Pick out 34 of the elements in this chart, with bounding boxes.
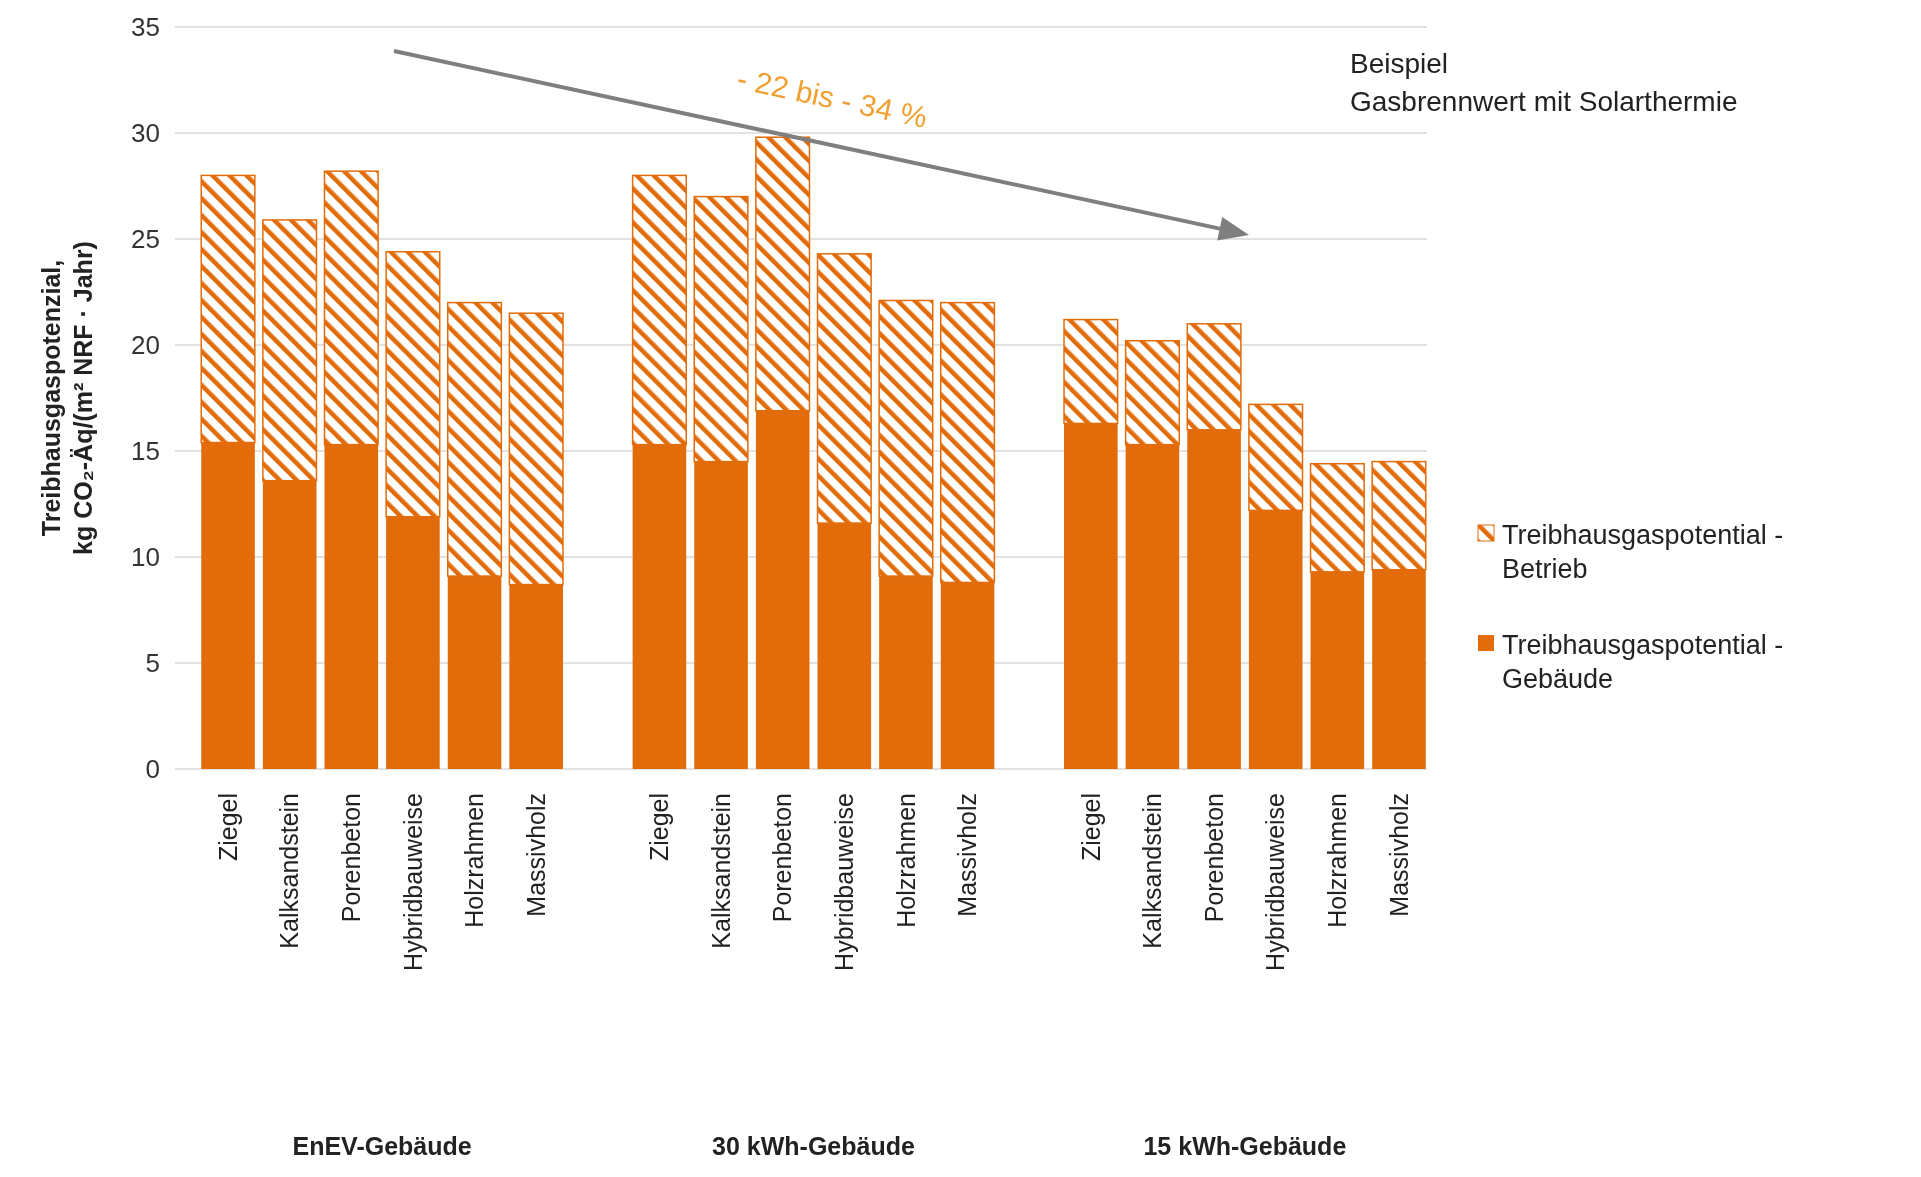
y-axis-title: Treibhausgaspotenzial, kg CO₂-Äq/(m² NRF · Jahr) [37, 241, 97, 555]
x-tick-label: Ziegel [213, 793, 242, 862]
x-tick-label: Massivholz [953, 793, 982, 917]
y-tick-label: 35 [131, 12, 160, 43]
y-tick-label: 0 [145, 754, 160, 785]
x-tick-label: Holzrahmen [891, 793, 920, 928]
x-tick-label: Porenbeton [768, 793, 797, 923]
x-tick-label: Hybridbauweise [1261, 793, 1290, 971]
x-tick-label: Kalksandstein [706, 793, 735, 949]
x-tick-label: Kalksandstein [1138, 793, 1167, 949]
x-tick-label: Holzrahmen [1323, 793, 1352, 928]
text: EnEV-Gebäude [292, 1132, 472, 1160]
x-tick-label: Porenbeton [1199, 793, 1228, 923]
text: 15 kWh-Gebäude [1143, 1132, 1347, 1160]
x-tick-label: Hybridbauweise [398, 793, 427, 971]
y-tick-label: 25 [131, 224, 160, 255]
text: Beispiel Gasbrennwert mit Solarthermie [1350, 48, 1738, 117]
y-tick-label: 10 [131, 542, 160, 573]
y-tick-label: 15 [131, 436, 160, 467]
x-tick-label: Porenbeton [337, 793, 366, 923]
x-tick-label: Ziegel [1076, 793, 1105, 862]
text: 30 kWh-Gebäude [712, 1132, 915, 1160]
legend-label: Treibhausgaspotential - Gebäude [1502, 630, 1784, 695]
annotation: - 22 bis - 34 % [734, 61, 931, 134]
y-tick-label: 20 [131, 330, 160, 361]
x-tick-label: Massivholz [521, 793, 550, 917]
x-tick-label: Kalksandstein [275, 793, 304, 949]
legend-label: Treibhausgaspotential - Betrieb [1502, 520, 1784, 585]
y-tick-label: 5 [145, 648, 160, 679]
x-tick-label: Massivholz [1384, 793, 1413, 917]
x-tick-label: Hybridbauweise [830, 793, 859, 971]
x-tick-label: Ziegel [645, 793, 674, 862]
x-tick-label: Holzrahmen [460, 793, 489, 928]
y-tick-label: 30 [131, 118, 160, 149]
